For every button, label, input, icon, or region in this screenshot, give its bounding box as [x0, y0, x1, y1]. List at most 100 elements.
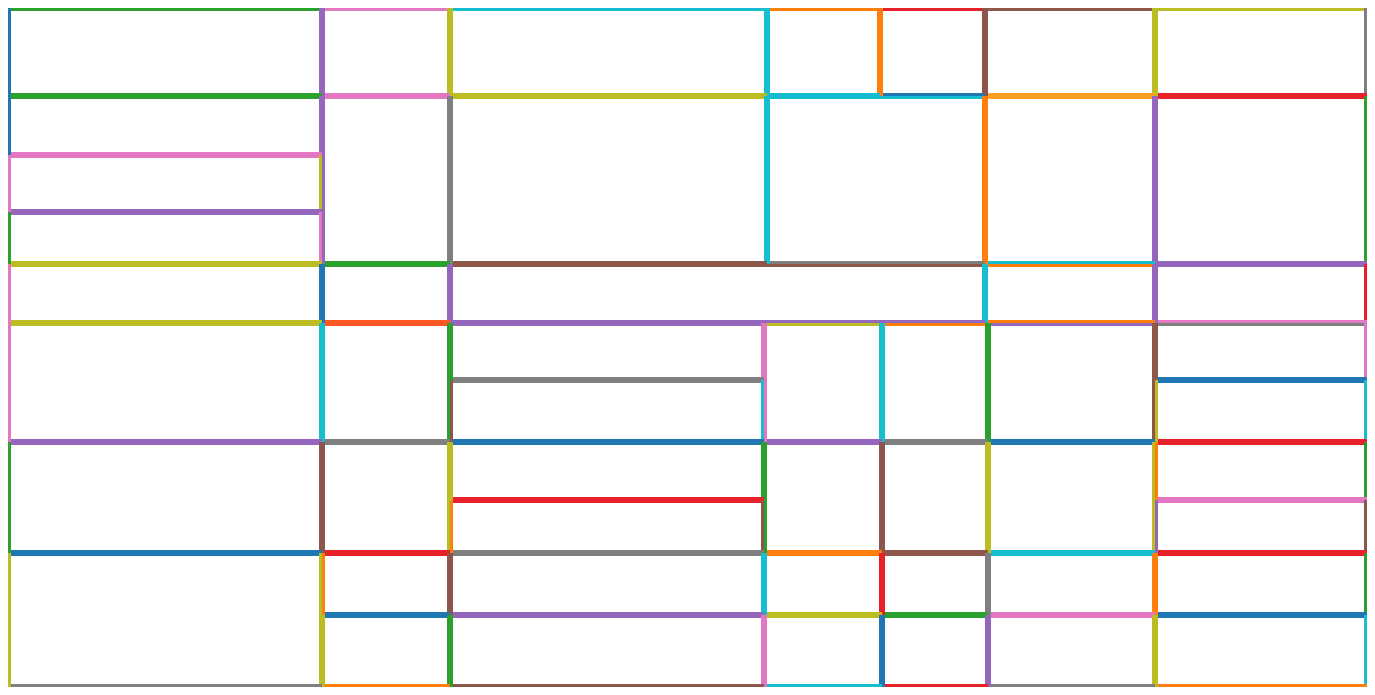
cell-edge-top [1155, 323, 1367, 326]
cell-edge-top [988, 323, 1155, 326]
cell-edge-left [764, 323, 767, 442]
grid-cell [764, 323, 882, 442]
cell-edge-left [450, 264, 453, 323]
cell-edge-left [988, 615, 991, 687]
cell-edge-top [764, 615, 882, 618]
grid-cell [764, 553, 882, 615]
cell-edge-top [450, 8, 767, 11]
cell-edge-left [322, 553, 325, 615]
cell-edge-top [8, 323, 322, 326]
cell-edge-top [764, 553, 882, 556]
grid-cell [985, 96, 1155, 264]
cell-edge-left [8, 553, 11, 687]
cell-edge-top [767, 96, 985, 99]
grid-cell [1155, 96, 1367, 264]
grid-cell [767, 96, 985, 264]
cell-edge-top [8, 442, 322, 445]
cell-edge-left [1155, 615, 1158, 687]
grid-cell [882, 615, 988, 687]
grid-cell [1155, 380, 1367, 442]
grid-cell [450, 442, 764, 500]
grid-cell [1155, 264, 1367, 323]
cell-edge-right [1364, 8, 1367, 96]
cell-edge-top [8, 8, 322, 11]
cell-edge-bottom [882, 684, 988, 687]
cell-edge-top [450, 96, 767, 99]
cell-edge-left [764, 553, 767, 615]
grid-cell [767, 8, 880, 96]
grid-cell [450, 553, 764, 615]
cell-edge-top [322, 553, 450, 556]
grid-cell [8, 323, 322, 442]
cell-edge-right [1364, 380, 1367, 442]
cell-edge-top [1155, 96, 1367, 99]
cell-edge-left [985, 264, 988, 323]
cell-edge-left [322, 323, 325, 442]
cell-edge-top [322, 96, 450, 99]
grid-cell [1155, 615, 1367, 687]
cell-edge-top [882, 442, 988, 445]
cell-edge-left [450, 615, 453, 687]
cell-edge-left [1155, 442, 1158, 500]
grid-cell [880, 8, 985, 96]
cell-edge-left [767, 96, 770, 264]
grid-cell [988, 442, 1155, 553]
cell-edge-top [8, 212, 322, 215]
cell-edge-left [322, 96, 325, 264]
cell-edge-left [8, 155, 11, 212]
cell-edge-left [882, 553, 885, 615]
grid-cell [1155, 442, 1367, 500]
cell-edge-left [882, 442, 885, 553]
cell-edge-top [450, 615, 764, 618]
cell-edge-top [882, 323, 988, 326]
cell-edge-left [985, 8, 988, 96]
cell-edge-left [450, 323, 453, 380]
cell-edge-top [988, 615, 1155, 618]
cell-edge-left [450, 8, 453, 96]
cell-edge-left [450, 96, 453, 264]
grid-cell [322, 323, 450, 442]
cell-edge-left [985, 96, 988, 264]
cell-edge-top [8, 264, 322, 267]
cell-edge-left [1155, 323, 1158, 380]
grid-cell [450, 96, 767, 264]
cell-edge-right [1364, 500, 1367, 553]
cell-edge-top [450, 323, 764, 326]
cell-edge-left [880, 8, 883, 96]
grid-cell [988, 323, 1155, 442]
cell-edge-bottom [8, 684, 322, 687]
grid-cell [8, 264, 322, 323]
cell-edge-top [1155, 442, 1367, 445]
grid-cell [450, 500, 764, 553]
grid-cell [322, 8, 450, 96]
grid-cell [322, 615, 450, 687]
cell-edge-top [322, 8, 450, 11]
cell-edge-left [764, 615, 767, 687]
grid-cell [8, 553, 322, 687]
grid-cell [985, 8, 1155, 96]
cell-edge-top [1155, 500, 1367, 503]
cell-edge-left [764, 442, 767, 553]
grid-cell [1155, 323, 1367, 380]
cell-edge-right [319, 155, 322, 212]
cell-edge-top [767, 8, 880, 11]
cell-edge-top [1155, 8, 1367, 11]
cell-edge-left [8, 212, 11, 264]
cell-edge-bottom [988, 684, 1155, 687]
cell-edge-top [450, 264, 985, 267]
cell-edge-left [767, 8, 770, 96]
cell-edge-left [450, 553, 453, 615]
cell-edge-top [8, 553, 322, 556]
cell-edge-left [8, 264, 11, 323]
cell-edge-left [1155, 500, 1158, 553]
cell-edge-top [764, 442, 882, 445]
cell-edge-right [1364, 615, 1367, 687]
grid-cell [322, 264, 450, 323]
grid-cell [764, 615, 882, 687]
grid-cell [450, 323, 764, 380]
cell-edge-top [450, 442, 764, 445]
cell-edge-bottom [322, 684, 450, 687]
grid-cell [882, 442, 988, 553]
cell-edge-right [1364, 323, 1367, 380]
